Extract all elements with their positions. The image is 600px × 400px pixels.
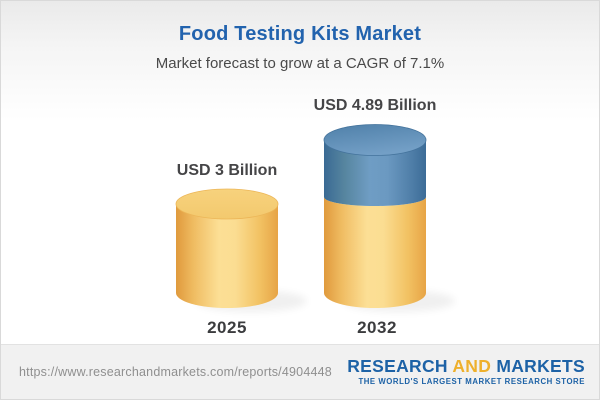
header: Food Testing Kits Market Market forecast… bbox=[1, 1, 599, 72]
footer: https://www.researchandmarkets.com/repor… bbox=[1, 344, 599, 399]
logo-wordmark: RESEARCH AND MARKETS bbox=[347, 356, 585, 377]
bar-category-label-2025: 2025 bbox=[207, 318, 247, 337]
cylinder-2032 bbox=[323, 124, 427, 308]
cylinder-2032-growth-segment bbox=[324, 140, 426, 206]
logo-word-research: RESEARCH bbox=[347, 356, 448, 377]
page-subtitle: Market forecast to grow at a CAGR of 7.1… bbox=[155, 55, 445, 72]
report-url-link[interactable]: https://www.researchandmarkets.com/repor… bbox=[19, 365, 332, 379]
logo-word-markets: MARKETS bbox=[496, 356, 585, 377]
logo-tagline: THE WORLD'S LARGEST MARKET RESEARCH STOR… bbox=[358, 377, 585, 387]
researchandmarkets-logo: RESEARCH AND MARKETS THE WORLD'S LARGEST… bbox=[347, 356, 585, 387]
cylinder-2032-base-segment bbox=[324, 197, 426, 308]
bar-value-label-2032: USD 4.89 Billion bbox=[313, 97, 437, 114]
logo-word-and: AND bbox=[452, 356, 492, 377]
bar-category-label-2032: 2032 bbox=[357, 318, 397, 337]
cylinder-2025 bbox=[175, 188, 279, 308]
bar-value-label-2025: USD 3 Billion bbox=[176, 162, 278, 179]
page-title: Food Testing Kits Market bbox=[178, 23, 422, 45]
